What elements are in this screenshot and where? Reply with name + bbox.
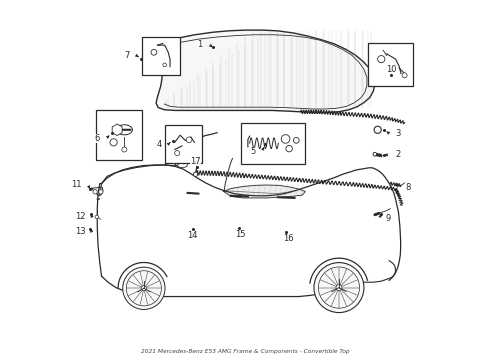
Text: 16: 16 xyxy=(283,234,294,243)
Text: 10: 10 xyxy=(386,65,396,74)
Circle shape xyxy=(98,190,103,194)
Circle shape xyxy=(314,262,364,312)
Text: 11: 11 xyxy=(71,180,81,189)
Circle shape xyxy=(93,190,97,194)
Text: 3: 3 xyxy=(395,129,401,138)
Circle shape xyxy=(336,285,342,291)
Circle shape xyxy=(95,215,98,219)
Text: 4: 4 xyxy=(156,140,162,149)
Circle shape xyxy=(286,145,293,152)
Circle shape xyxy=(402,73,407,78)
Circle shape xyxy=(378,55,385,63)
Polygon shape xyxy=(223,185,305,198)
Text: 13: 13 xyxy=(75,228,85,237)
Text: 14: 14 xyxy=(187,231,197,240)
Text: 8: 8 xyxy=(406,183,411,192)
Circle shape xyxy=(186,137,192,143)
Text: 17: 17 xyxy=(190,157,201,166)
Circle shape xyxy=(163,63,167,67)
Circle shape xyxy=(281,135,290,143)
Bar xyxy=(142,37,180,75)
Text: 5: 5 xyxy=(250,147,256,156)
Text: 7: 7 xyxy=(124,51,129,60)
Circle shape xyxy=(141,286,147,291)
Circle shape xyxy=(110,139,117,146)
Text: 6: 6 xyxy=(95,134,100,143)
Text: 12: 12 xyxy=(75,212,85,221)
Circle shape xyxy=(122,147,127,152)
Circle shape xyxy=(175,150,180,156)
Circle shape xyxy=(122,267,165,310)
Bar xyxy=(368,43,413,86)
Circle shape xyxy=(151,49,157,55)
Circle shape xyxy=(194,172,197,176)
Polygon shape xyxy=(156,30,375,113)
Bar xyxy=(241,123,305,164)
Circle shape xyxy=(373,152,377,156)
Text: 15: 15 xyxy=(236,230,246,239)
Ellipse shape xyxy=(116,125,132,135)
Circle shape xyxy=(294,138,299,143)
Text: 2: 2 xyxy=(395,150,401,159)
Text: 2021 Mercedes-Benz E53 AMG Frame & Components - Convertible Top: 2021 Mercedes-Benz E53 AMG Frame & Compo… xyxy=(141,348,349,354)
Bar xyxy=(166,126,202,163)
Text: 1: 1 xyxy=(197,40,203,49)
Text: 9: 9 xyxy=(386,214,391,223)
Bar xyxy=(96,110,142,160)
Circle shape xyxy=(374,126,381,134)
